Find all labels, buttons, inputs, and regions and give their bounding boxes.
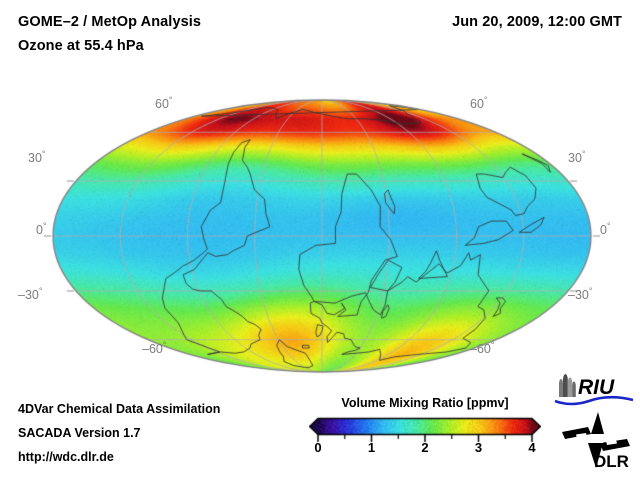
lat-label-60: 60°: [470, 95, 488, 111]
colorbar-tick-4: 4: [528, 440, 535, 455]
riu-towers-icon: [559, 374, 576, 397]
method-label: 4DVar Chemical Data Assimilation: [18, 402, 220, 416]
lat-label-minus30: –30°: [18, 286, 42, 302]
riu-wave-icon: [555, 397, 633, 404]
colorbar-tick-1: 1: [368, 440, 375, 455]
dlr-logo-text: DLR: [594, 452, 629, 471]
riu-logo-text: RIU: [578, 376, 615, 399]
lat-label-minus60: –60°: [470, 340, 494, 356]
map-canvas: [0, 90, 640, 382]
lat-label-30: 30°: [568, 149, 586, 165]
lat-label-0: 0°: [600, 221, 611, 237]
colorbar-tick-0: 0: [314, 440, 321, 455]
version-label: SACADA Version 1.7: [18, 426, 141, 440]
lat-label-minus30: –30°: [568, 286, 592, 302]
ozone-map: 60° 60° 30° 30° 0° 0° –30° –30° –60° –60°: [0, 90, 640, 382]
colorbar-tick-2: 2: [421, 440, 428, 455]
colorbar: Volume Mixing Ratio [ppmv] 0 1 2 3 4: [305, 396, 545, 472]
riu-logo: RIU: [553, 373, 635, 407]
lat-label-minus60: –60°: [142, 340, 166, 356]
figure-root: GOME–2 / MetOp Analysis Ozone at 55.4 hP…: [0, 0, 640, 480]
dlr-logo: DLR: [558, 410, 636, 472]
page-subtitle: Ozone at 55.4 hPa: [18, 38, 144, 54]
lat-label-30: 30°: [28, 149, 46, 165]
lat-label-0: 0°: [36, 221, 47, 237]
website-link: http://wdc.dlr.de: [18, 450, 114, 464]
page-title: GOME–2 / MetOp Analysis: [18, 14, 201, 30]
colorbar-tick-labels: 0 1 2 3 4: [305, 440, 545, 460]
lat-label-60: 60°: [155, 95, 173, 111]
timestamp-label: Jun 20, 2009, 12:00 GMT: [452, 14, 622, 30]
colorbar-tick-3: 3: [475, 440, 482, 455]
colorbar-title: Volume Mixing Ratio [ppmv]: [305, 396, 545, 410]
